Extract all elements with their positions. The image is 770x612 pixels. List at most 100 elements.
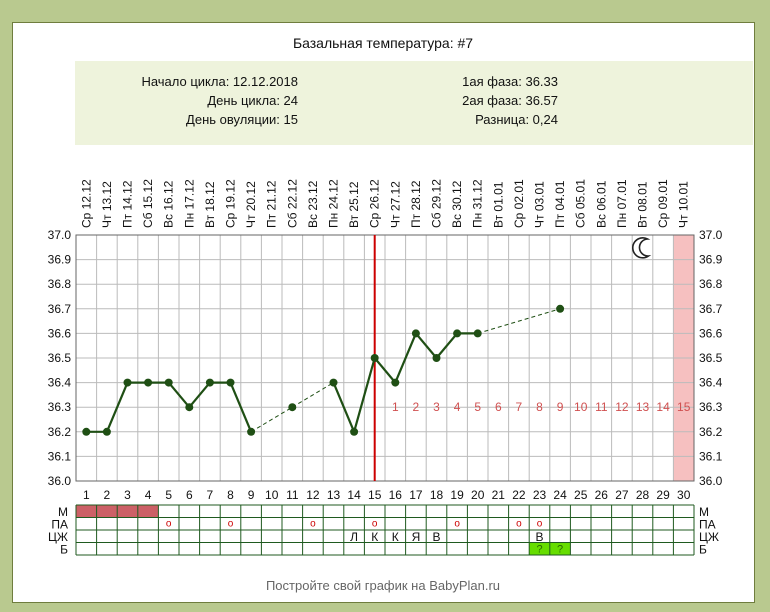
date-label: Вт 18.12 [203, 181, 217, 228]
luteal-day-label: 1 [392, 400, 399, 414]
luteal-day-label: 12 [615, 400, 629, 414]
date-label: Вт 08.01 [636, 181, 650, 228]
date-label: Пн 31.12 [471, 179, 485, 228]
date-label: Ср 02.01 [512, 179, 526, 228]
y-tick-label-right: 36.4 [699, 376, 723, 390]
y-tick-label-right: 36.1 [699, 449, 723, 463]
cm-mark: К [371, 530, 378, 544]
day-number: 22 [512, 488, 526, 502]
date-label: Пт 21.12 [265, 180, 279, 228]
date-label: Сб 29.12 [430, 179, 444, 228]
date-label: Пт 14.12 [121, 180, 135, 228]
cm-mark: В [535, 530, 543, 544]
temperature-point [205, 378, 214, 387]
date-label: Чт 20.12 [244, 181, 258, 228]
cm-mark: Л [350, 530, 358, 544]
temperature-point [288, 403, 297, 412]
footer-link[interactable]: Постройте свой график на BabyPlan.ru [266, 578, 500, 593]
info-right-row: 1ая фаза: 36.33 [462, 74, 558, 89]
date-label: Ср 19.12 [224, 179, 238, 228]
y-tick-label: 36.5 [48, 351, 72, 365]
luteal-day-label: 6 [495, 400, 502, 414]
day-number: 21 [492, 488, 506, 502]
row-label: ПА [51, 518, 68, 532]
y-tick-label: 37.0 [48, 228, 72, 242]
date-label: Пт 28.12 [409, 180, 423, 228]
y-axis-ticks: 37.0 37.0 36.9 36.9 36.8 36.8 36.7 36.7 36.6 36.6… [48, 228, 723, 488]
temperature-point [411, 329, 420, 338]
luteal-day-label: 2 [413, 400, 420, 414]
luteal-day-label: 14 [656, 400, 670, 414]
temperature-line [332, 382, 356, 433]
temperature-line [188, 381, 211, 408]
pa-mark: о [516, 519, 522, 530]
day-number: 16 [389, 488, 403, 502]
temperature-series [82, 304, 565, 436]
pa-mark: о [310, 519, 316, 530]
temperature-line [105, 382, 129, 433]
date-label: Пн 17.12 [182, 179, 196, 228]
day-number: 4 [145, 488, 152, 502]
day-number: 25 [574, 488, 588, 502]
date-label: Чт 10.01 [677, 181, 691, 228]
luteal-day-label: 5 [474, 400, 481, 414]
luteal-day-label: 10 [574, 400, 588, 414]
temperature-point [329, 378, 338, 387]
day-number: 6 [186, 488, 193, 502]
day-number: 2 [104, 488, 111, 502]
y-tick-label-right: 36.9 [699, 253, 723, 267]
date-label: Сб 15.12 [141, 179, 155, 228]
day-number: 1 [83, 488, 90, 502]
day-number-labels: 1 2 3 4 5 6 7 8 9 10 11 12 13 14 15 16 17 18 19 20 21 22 23 24 2… [83, 488, 691, 502]
day-number: 24 [553, 488, 567, 502]
temperature-point [164, 378, 173, 387]
temperature-point [453, 329, 462, 338]
date-label: Ср 26.12 [368, 179, 382, 228]
date-label: Сб 05.01 [574, 179, 588, 228]
day-number: 9 [248, 488, 255, 502]
temperature-point [226, 378, 235, 387]
day-number: 18 [430, 488, 444, 502]
day-number: 10 [265, 488, 279, 502]
pa-mark: о [537, 519, 543, 530]
luteal-day-label: 8 [536, 400, 543, 414]
row-label-right: ПА [699, 518, 716, 532]
info-right-row: 2ая фаза: 36.57 [462, 93, 558, 108]
y-tick-label: 36.0 [48, 474, 72, 488]
day-number: 13 [327, 488, 341, 502]
summary-band [75, 61, 753, 145]
day-number: 15 [368, 488, 382, 502]
date-label: Сб 22.12 [285, 179, 299, 228]
pa-mark: о [372, 519, 378, 530]
y-tick-label-right: 36.0 [699, 474, 723, 488]
day-number: 12 [306, 488, 320, 502]
day-number: 28 [636, 488, 650, 502]
temperature-point [391, 378, 400, 387]
test-cell [529, 542, 550, 555]
date-label: Ср 09.01 [656, 179, 670, 228]
day-number: 5 [165, 488, 172, 502]
day-number: 29 [656, 488, 670, 502]
temperature-point [123, 378, 132, 387]
pa-mark: о [166, 519, 172, 530]
day-number: 27 [615, 488, 629, 502]
y-tick-label: 36.9 [48, 253, 72, 267]
chart-title: Базальная температура: #7 [293, 35, 473, 51]
y-tick-label: 36.1 [48, 449, 72, 463]
day-number: 30 [677, 488, 691, 502]
date-label: Вт 01.01 [491, 181, 505, 228]
y-tick-label-right: 36.5 [699, 351, 723, 365]
day-number: 23 [533, 488, 547, 502]
y-tick-label-right: 36.6 [699, 326, 723, 340]
date-label: Вс 23.12 [306, 180, 320, 228]
row-label: М [58, 505, 68, 519]
temperature-point [185, 403, 194, 412]
temperature-point [82, 427, 91, 436]
bbt-chart: Базальная температура: #7 Начало цикла: … [48, 35, 753, 593]
day-number: 3 [124, 488, 131, 502]
row-label: ЦЖ [48, 530, 68, 544]
day-number: 19 [450, 488, 464, 502]
row-label-right: ЦЖ [699, 530, 719, 544]
date-label: Пн 07.01 [615, 179, 629, 228]
luteal-day-label: 7 [516, 400, 523, 414]
